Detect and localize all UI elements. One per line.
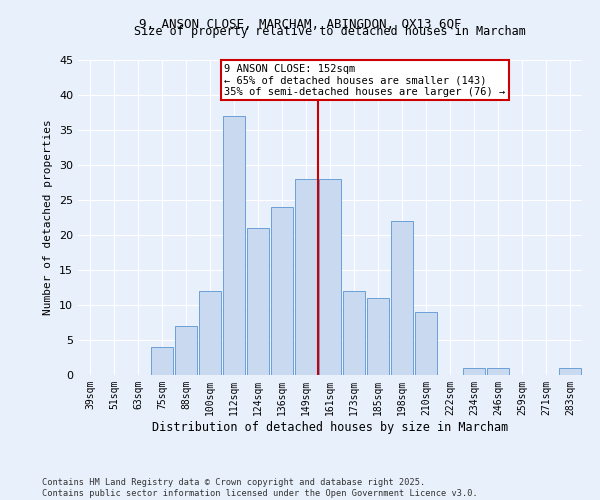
X-axis label: Distribution of detached houses by size in Marcham: Distribution of detached houses by size … xyxy=(152,420,508,434)
Bar xyxy=(415,312,437,375)
Bar xyxy=(151,347,173,375)
Text: Contains HM Land Registry data © Crown copyright and database right 2025.
Contai: Contains HM Land Registry data © Crown c… xyxy=(42,478,478,498)
Bar xyxy=(199,291,221,375)
Bar xyxy=(391,221,413,375)
Bar xyxy=(319,179,341,375)
Bar xyxy=(487,368,509,375)
Title: Size of property relative to detached houses in Marcham: Size of property relative to detached ho… xyxy=(134,25,526,38)
Bar xyxy=(559,368,581,375)
Bar xyxy=(367,298,389,375)
Text: 9, ANSON CLOSE, MARCHAM, ABINGDON, OX13 6QF: 9, ANSON CLOSE, MARCHAM, ABINGDON, OX13 … xyxy=(139,18,461,30)
Bar xyxy=(271,207,293,375)
Bar xyxy=(343,291,365,375)
Text: 9 ANSON CLOSE: 152sqm
← 65% of detached houses are smaller (143)
35% of semi-det: 9 ANSON CLOSE: 152sqm ← 65% of detached … xyxy=(224,64,506,96)
Y-axis label: Number of detached properties: Number of detached properties xyxy=(43,120,53,316)
Bar xyxy=(463,368,485,375)
Bar xyxy=(247,228,269,375)
Bar xyxy=(175,326,197,375)
Bar xyxy=(295,179,317,375)
Bar xyxy=(223,116,245,375)
